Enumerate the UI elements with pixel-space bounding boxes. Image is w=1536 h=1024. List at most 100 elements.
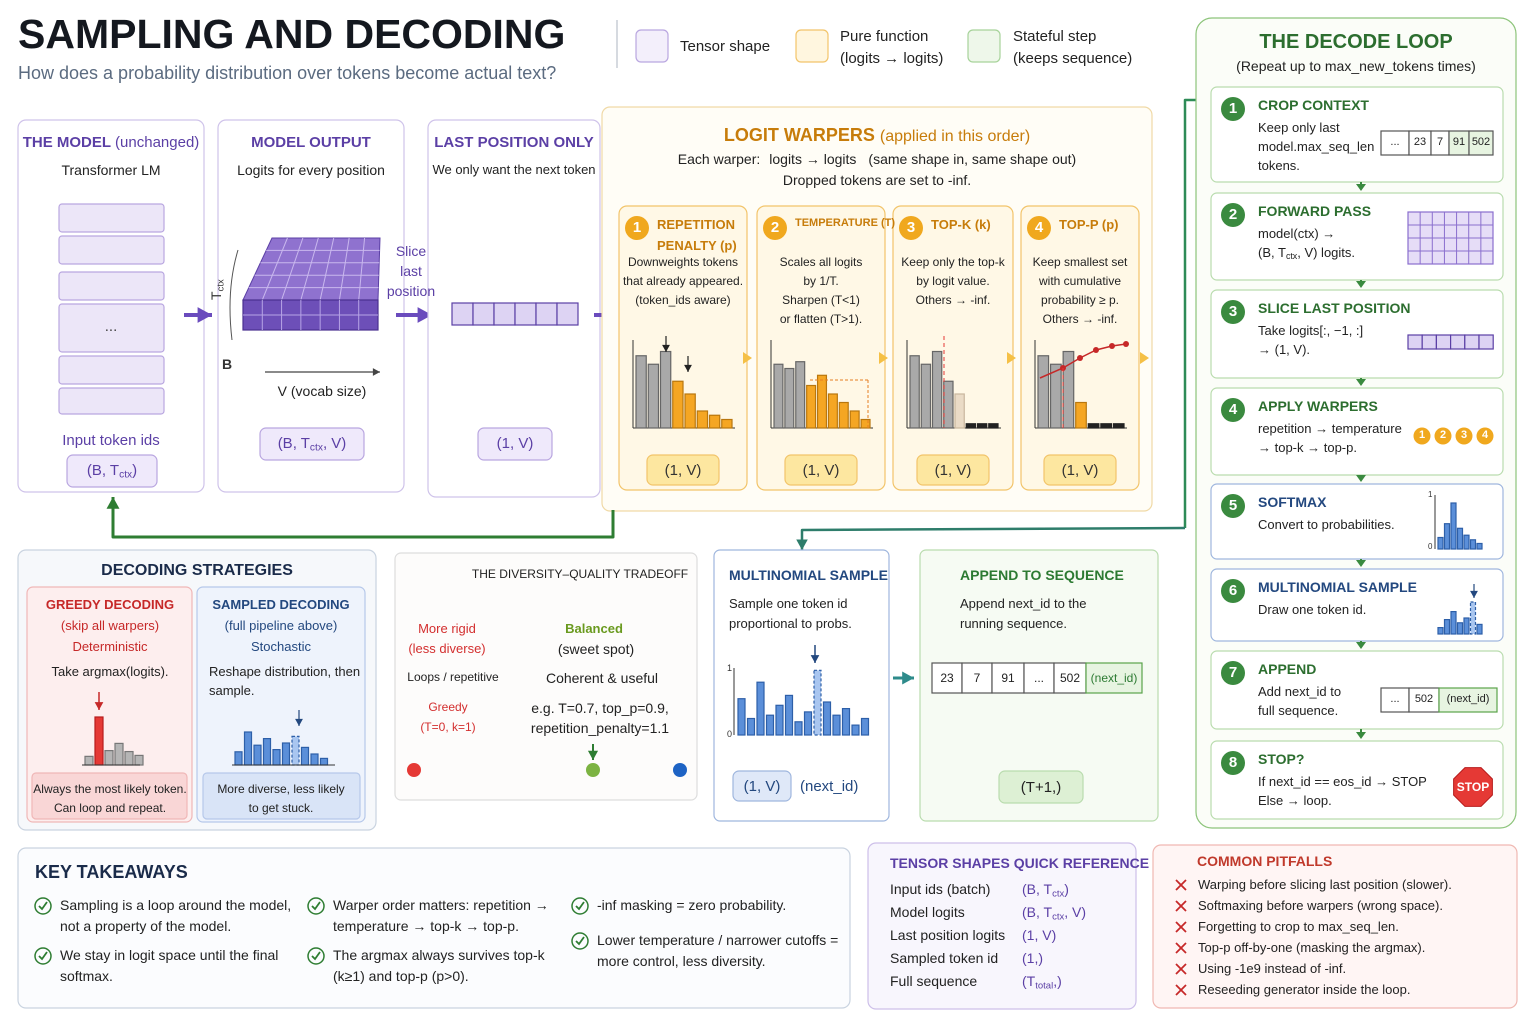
panel-title: KEY TAKEAWAYS bbox=[35, 862, 188, 884]
text-part: CROP CONTEXT bbox=[1258, 97, 1369, 113]
illustration-bar bbox=[659, 350, 672, 429]
page-subtitle: How does a probability distribution over… bbox=[18, 63, 556, 85]
illustration-bar bbox=[1469, 539, 1477, 550]
panel bbox=[713, 549, 890, 822]
text-part: Stochastic bbox=[251, 639, 311, 654]
text-part: 0 bbox=[727, 729, 733, 739]
scale-dot bbox=[673, 763, 687, 777]
text-part: MULTINOMIAL SAMPLE bbox=[1258, 579, 1417, 595]
text: last bbox=[381, 263, 441, 280]
text: (full pipeline above) bbox=[199, 618, 363, 634]
text-part: or flatten (T>1). bbox=[779, 312, 863, 326]
token-cell bbox=[1085, 662, 1143, 694]
annotation-dot bbox=[1109, 343, 1115, 349]
illustration-bar bbox=[988, 423, 999, 429]
token-cell bbox=[493, 302, 516, 326]
text-part: Last position logits bbox=[890, 927, 1006, 943]
text-part: Tensor shape bbox=[680, 38, 771, 55]
panel-title: LOGIT WARPERS (applied in this order) bbox=[607, 125, 1147, 147]
illustration-bar bbox=[860, 717, 870, 736]
text-part: 7 bbox=[1436, 136, 1444, 148]
illustration-bar bbox=[943, 380, 954, 429]
text-part: Full sequence bbox=[890, 973, 978, 989]
token-cell bbox=[1464, 334, 1480, 350]
text-part: probability ≥ p. bbox=[1041, 293, 1119, 307]
text: with cumulative bbox=[1021, 274, 1139, 288]
shape-pill bbox=[646, 454, 720, 486]
illustration-bar bbox=[832, 714, 841, 736]
arrow-head bbox=[662, 344, 670, 352]
text-part: -inf masking = zero probability. bbox=[597, 897, 787, 913]
illustration-bar bbox=[765, 714, 775, 736]
illustration-bar bbox=[272, 748, 281, 766]
text-part: (1, V) bbox=[743, 778, 781, 795]
text-part: 1 bbox=[1428, 490, 1433, 499]
text: 4 bbox=[1477, 429, 1493, 442]
step-badge bbox=[625, 216, 649, 240]
step-badge bbox=[1455, 427, 1473, 445]
text: (B, Tctx, V) logits. bbox=[1258, 245, 1355, 262]
token-cell bbox=[451, 302, 474, 326]
text-part: 91 bbox=[1001, 671, 1015, 685]
text: (1, V) bbox=[478, 435, 552, 453]
text: Append next_id to the bbox=[960, 596, 1087, 612]
text-part: (unchanged) bbox=[115, 134, 200, 151]
text: Always the most likely token. bbox=[33, 782, 188, 796]
strategy-footer bbox=[202, 772, 361, 820]
arrow-head bbox=[1470, 590, 1478, 598]
text-part: last bbox=[400, 263, 422, 279]
text: (1, V) bbox=[785, 462, 857, 480]
text-part: (T bbox=[1022, 973, 1036, 989]
token-cell bbox=[1435, 334, 1452, 350]
step-badge bbox=[1221, 97, 1245, 121]
text-part: (B, T bbox=[1022, 881, 1053, 897]
card-title: TEMPERATURE (T) bbox=[795, 217, 895, 230]
text-part: Warping before slicing last position (sl… bbox=[1198, 877, 1452, 892]
text-part: REPETITION bbox=[657, 217, 736, 232]
panel-title: DECODING STRATEGIES bbox=[27, 561, 367, 580]
flow-arrow bbox=[1140, 352, 1149, 364]
illustration-bar bbox=[672, 380, 684, 429]
text: Transformer LM bbox=[18, 162, 204, 179]
illustration-bar bbox=[1087, 423, 1100, 429]
text-part: STOP bbox=[1456, 780, 1490, 794]
text-part: We stay in logit space until the final bbox=[60, 947, 279, 963]
text-part: Else → loop. bbox=[1258, 793, 1332, 808]
text-part: repetition_penalty=1.1 bbox=[530, 720, 670, 736]
text: Dropped tokens are set to -inf. bbox=[607, 172, 1147, 189]
text-part: (B, T bbox=[277, 435, 310, 452]
shape-pill bbox=[1043, 454, 1117, 486]
text-part: 0 bbox=[1428, 542, 1433, 551]
text: → (1, V). bbox=[1258, 342, 1310, 358]
text: 5 bbox=[1221, 497, 1245, 515]
text-part: PENALTY (p) bbox=[657, 238, 737, 253]
text: If next_id == eos_id → STOP bbox=[1258, 774, 1427, 790]
text: 502 bbox=[1469, 136, 1493, 149]
text: by logit value. bbox=[893, 274, 1013, 288]
text-part: FORWARD PASS bbox=[1258, 203, 1372, 219]
illustration-bar bbox=[262, 737, 272, 766]
step-badge bbox=[899, 216, 923, 240]
text: 1 bbox=[1428, 490, 1432, 500]
text-part: Slice bbox=[395, 243, 427, 259]
text-part: Convert to probabilities. bbox=[1258, 517, 1395, 532]
text: 6 bbox=[1221, 582, 1245, 600]
text: Slice bbox=[381, 243, 441, 260]
text-part: 6 bbox=[1228, 582, 1238, 599]
text: Softmaxing before warpers (wrong space). bbox=[1198, 898, 1443, 914]
axis-arrow-head bbox=[372, 368, 380, 376]
layer bbox=[58, 271, 165, 301]
text: 4 bbox=[1221, 401, 1245, 419]
text-part: , V) bbox=[322, 435, 347, 452]
illustration-bar bbox=[773, 363, 784, 429]
text: (B, Tctx, V) bbox=[1022, 904, 1086, 923]
text-part: Warper order matters: repetition → bbox=[333, 897, 549, 913]
text-part: Forgetting to crop to max_seq_len. bbox=[1198, 919, 1399, 934]
text: (sweet spot) bbox=[506, 641, 686, 658]
illustration-bar bbox=[281, 742, 291, 766]
legend-swatch bbox=[967, 29, 1001, 63]
text-part: We only want the next token bbox=[432, 162, 596, 177]
text-part: Keep only the top-k bbox=[901, 255, 1005, 269]
text: Keep only last bbox=[1258, 120, 1340, 136]
text: Sampling is a loop around the model, bbox=[60, 897, 291, 914]
